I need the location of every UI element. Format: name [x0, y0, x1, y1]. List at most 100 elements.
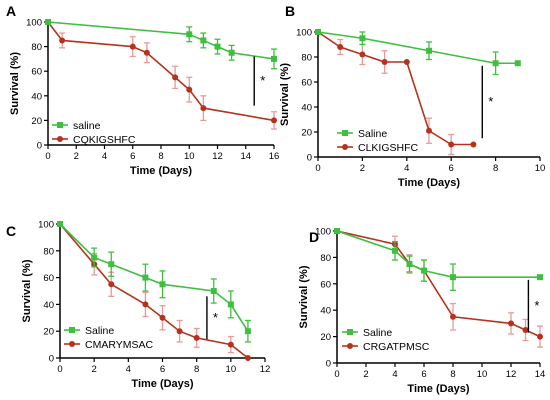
y-tick-label: 80 [301, 53, 312, 64]
y-tick-label: 0 [37, 141, 42, 152]
panel-letter: B [285, 3, 295, 19]
x-axis-label: Time (Days) [407, 383, 469, 395]
y-tick-label: 100 [296, 28, 312, 39]
legend-marker [69, 341, 75, 347]
data-point [244, 328, 251, 335]
data-point [271, 55, 277, 62]
y-axis-label: Survival (%) [9, 52, 21, 115]
data-point [426, 127, 432, 134]
y-tick-label: 80 [320, 253, 331, 264]
y-tick-label: 60 [43, 273, 54, 284]
data-point [359, 51, 366, 58]
data-point [45, 19, 51, 25]
series-cqkigshfc [45, 19, 277, 130]
data-point [57, 221, 63, 227]
data-point [522, 327, 529, 333]
legend-marker [347, 329, 353, 335]
x-tick-label: 8 [158, 151, 163, 162]
y-tick-label: 0 [307, 153, 312, 164]
y-tick-label: 40 [31, 91, 42, 102]
legend-label: Saline [85, 325, 114, 337]
x-tick-label: 12 [212, 151, 223, 162]
data-point [159, 281, 166, 288]
data-point [470, 141, 477, 148]
x-tick-label: 12 [506, 369, 517, 380]
x-tick-label: 16 [269, 151, 280, 162]
x-tick-label: 10 [226, 364, 237, 375]
x-axis-label: Time (Days) [131, 378, 193, 390]
series-line [336, 230, 541, 338]
x-tick-label: 0 [334, 369, 339, 380]
panel-a: A 0 2 4 6 8 10 12 14 16 0 20 40 60 80 100 Time (Days) Sur… [6, 3, 279, 177]
data-point [108, 281, 115, 288]
legend-label: Saline [358, 128, 387, 140]
x-tick-label: 4 [404, 163, 409, 174]
data-point [381, 59, 388, 65]
data-point [315, 29, 321, 35]
y-tick-label: 80 [43, 246, 54, 257]
significance-star: * [488, 94, 493, 109]
y-tick-label: 0 [326, 359, 331, 370]
legend-label: CMARYMSAC [85, 339, 153, 351]
series-line [47, 21, 275, 122]
x-tick-label: 2 [363, 369, 368, 380]
series-saline [315, 29, 521, 76]
series-saline [334, 228, 543, 292]
x-tick-label: 4 [126, 364, 131, 375]
x-axis-label: Time (Days) [130, 165, 192, 177]
legend-label: CQKIGSHFC [73, 134, 136, 146]
data-point [406, 261, 413, 267]
legend-marker [57, 136, 63, 142]
y-tick-label: 80 [31, 42, 42, 53]
y-tick-label: 20 [31, 116, 42, 127]
legend-marker [347, 343, 353, 349]
data-point [193, 334, 200, 341]
x-tick-label: 10 [535, 163, 546, 174]
panel-d: D 0 2 4 6 8 10 12 14 0 20 40 60 80 100 Time (Days) Survi… [298, 227, 545, 396]
data-point [392, 247, 398, 254]
data-point [448, 141, 455, 148]
data-point [450, 274, 456, 281]
data-point [186, 31, 193, 38]
y-tick-label: 60 [31, 67, 42, 78]
x-axis-label: Time (Days) [398, 177, 460, 189]
data-point [514, 60, 521, 67]
y-tick-label: 20 [43, 327, 54, 338]
data-point [108, 261, 115, 268]
y-tick-label: 40 [301, 103, 312, 114]
y-tick-label: 0 [49, 354, 54, 365]
legend-label: Saline [363, 327, 392, 339]
x-tick-label: 10 [184, 151, 195, 162]
series-saline [57, 221, 251, 343]
x-tick-label: 6 [449, 163, 454, 174]
y-tick-label: 100 [315, 227, 331, 238]
data-point [186, 86, 193, 93]
y-tick-label: 20 [301, 128, 312, 139]
series-line [317, 31, 518, 65]
legend-label: saline [73, 120, 101, 132]
y-tick-label: 40 [320, 306, 331, 317]
x-tick-label: 2 [74, 151, 79, 162]
series-line [59, 223, 249, 332]
data-point [537, 274, 543, 281]
series-saline [45, 19, 277, 70]
series-line [59, 223, 249, 359]
data-point [142, 274, 149, 281]
x-tick-label: 2 [360, 163, 365, 174]
y-axis-label: Survival (%) [279, 63, 291, 126]
series-line [317, 31, 474, 146]
series-clkigshfc [315, 29, 477, 156]
x-tick-label: 14 [535, 369, 546, 380]
x-tick-label: 2 [92, 364, 97, 375]
x-tick-label: 4 [102, 151, 107, 162]
data-point [450, 313, 456, 320]
data-point [214, 43, 221, 50]
data-point [143, 49, 150, 56]
data-point [271, 117, 277, 124]
data-point [337, 44, 344, 50]
x-tick-label: 6 [130, 151, 135, 162]
data-point [492, 60, 499, 67]
significance-star: * [260, 73, 265, 88]
y-axis-label: Survival (%) [298, 265, 310, 328]
